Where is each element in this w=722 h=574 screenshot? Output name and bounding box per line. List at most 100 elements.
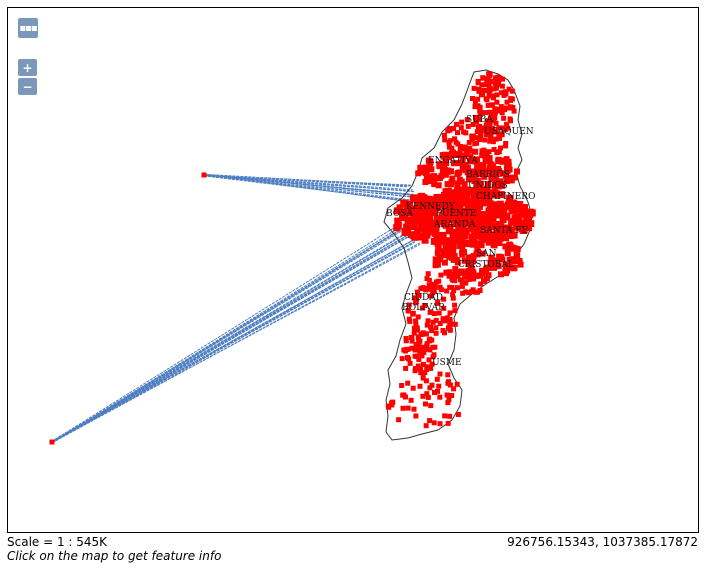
point-feature[interactable] xyxy=(479,250,486,257)
point-feature[interactable] xyxy=(459,156,466,163)
point-feature[interactable] xyxy=(444,181,451,188)
point-feature[interactable] xyxy=(412,347,418,353)
point-feature[interactable] xyxy=(492,129,497,135)
point-feature[interactable] xyxy=(468,265,475,272)
point-feature[interactable] xyxy=(468,258,475,265)
point-feature[interactable] xyxy=(462,273,469,280)
point-feature[interactable] xyxy=(436,383,442,389)
point-feature[interactable] xyxy=(486,122,492,128)
point-feature[interactable] xyxy=(454,121,459,127)
point-feature[interactable] xyxy=(485,127,490,133)
point-feature[interactable] xyxy=(477,124,482,130)
point-feature[interactable] xyxy=(488,175,495,182)
point-feature[interactable] xyxy=(443,269,450,276)
point-feature[interactable] xyxy=(431,352,437,358)
point-feature[interactable] xyxy=(477,288,483,293)
point-feature[interactable] xyxy=(416,209,424,217)
point-feature[interactable] xyxy=(485,118,491,124)
point-feature[interactable] xyxy=(511,258,518,265)
point-feature[interactable] xyxy=(426,338,432,344)
point-feature[interactable] xyxy=(459,283,465,289)
point-feature[interactable] xyxy=(495,233,503,241)
point-feature[interactable] xyxy=(455,130,460,136)
point-feature[interactable] xyxy=(452,136,457,142)
point-feature[interactable] xyxy=(450,292,456,298)
point-feature[interactable] xyxy=(503,143,509,149)
point-feature[interactable] xyxy=(498,107,504,113)
point-feature[interactable] xyxy=(474,129,480,135)
point-feature[interactable] xyxy=(437,371,443,377)
point-feature[interactable] xyxy=(469,214,476,222)
point-feature[interactable] xyxy=(498,145,503,151)
point-feature[interactable] xyxy=(496,240,503,246)
point-feature[interactable] xyxy=(459,246,466,253)
point-feature[interactable] xyxy=(403,207,411,214)
point-feature[interactable] xyxy=(497,178,504,185)
point-feature[interactable] xyxy=(524,209,531,217)
point-feature[interactable] xyxy=(429,361,435,367)
point-feature[interactable] xyxy=(476,116,482,122)
point-feature[interactable] xyxy=(425,195,433,203)
point-feature[interactable] xyxy=(412,353,418,359)
point-feature[interactable] xyxy=(418,192,426,200)
point-feature[interactable] xyxy=(463,289,469,295)
point-feature[interactable] xyxy=(408,397,414,403)
point-feature[interactable] xyxy=(480,91,486,97)
point-feature[interactable] xyxy=(425,271,431,277)
point-feature[interactable] xyxy=(469,174,476,181)
point-feature[interactable] xyxy=(444,187,452,195)
point-feature[interactable] xyxy=(454,381,460,387)
point-feature[interactable] xyxy=(459,250,466,257)
point-feature[interactable] xyxy=(442,244,449,251)
point-feature[interactable] xyxy=(451,288,457,293)
point-feature[interactable] xyxy=(483,122,489,128)
point-feature[interactable] xyxy=(467,271,473,277)
point-feature[interactable] xyxy=(499,90,505,96)
point-feature[interactable] xyxy=(412,295,418,301)
point-feature[interactable] xyxy=(480,87,485,93)
point-feature[interactable] xyxy=(511,108,517,114)
point-feature[interactable] xyxy=(493,257,500,264)
point-feature[interactable] xyxy=(488,171,495,178)
point-feature[interactable] xyxy=(475,96,481,102)
point-feature[interactable] xyxy=(437,421,443,427)
point-feature[interactable] xyxy=(470,211,478,218)
point-feature[interactable] xyxy=(475,78,481,84)
point-feature[interactable] xyxy=(409,335,415,340)
point-feature[interactable] xyxy=(469,254,476,261)
point-feature[interactable] xyxy=(499,203,507,211)
point-feature[interactable] xyxy=(410,385,416,391)
point-feature[interactable] xyxy=(400,392,406,398)
point-feature[interactable] xyxy=(428,293,434,299)
point-feature[interactable] xyxy=(432,390,437,395)
point-feature[interactable] xyxy=(490,241,497,248)
point-feature[interactable] xyxy=(449,254,456,261)
point-feature[interactable] xyxy=(486,73,492,79)
point-feature[interactable] xyxy=(503,91,509,97)
point-feature[interactable] xyxy=(419,353,425,359)
point-feature[interactable] xyxy=(433,215,441,223)
point-feature[interactable] xyxy=(452,308,458,314)
point-feature[interactable] xyxy=(491,147,497,152)
point-feature[interactable] xyxy=(496,78,502,84)
point-feature[interactable] xyxy=(452,302,458,308)
point-feature[interactable] xyxy=(509,218,517,226)
point-feature[interactable] xyxy=(498,104,504,110)
point-feature[interactable] xyxy=(498,271,504,278)
point-feature[interactable] xyxy=(427,347,433,353)
point-feature[interactable] xyxy=(438,212,446,220)
point-feature[interactable] xyxy=(485,272,492,279)
point-feature[interactable] xyxy=(453,198,461,206)
point-feature[interactable] xyxy=(473,114,478,120)
point-feature[interactable] xyxy=(474,251,481,258)
point-feature[interactable] xyxy=(483,110,488,116)
point-feature[interactable] xyxy=(433,204,441,212)
point-feature[interactable] xyxy=(433,317,439,323)
point-feature[interactable] xyxy=(454,214,462,222)
point-feature[interactable] xyxy=(416,292,422,298)
point-feature[interactable] xyxy=(444,198,452,206)
point-feature[interactable] xyxy=(415,314,421,320)
point-feature[interactable] xyxy=(406,201,413,209)
point-feature[interactable] xyxy=(423,401,428,407)
point-feature[interactable] xyxy=(478,128,484,134)
